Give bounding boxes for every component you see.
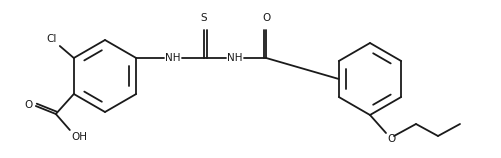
Text: S: S <box>200 13 207 23</box>
Text: NH: NH <box>227 53 242 63</box>
Text: O: O <box>262 13 270 23</box>
Text: Cl: Cl <box>47 34 57 44</box>
Text: O: O <box>25 100 33 110</box>
Text: NH: NH <box>165 53 180 63</box>
Text: O: O <box>386 134 394 144</box>
Text: OH: OH <box>72 132 88 142</box>
